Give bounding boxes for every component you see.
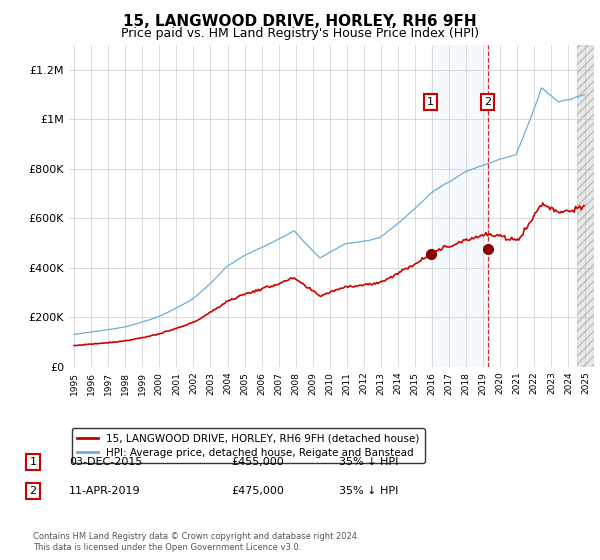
Text: 2: 2: [29, 486, 37, 496]
Text: 03-DEC-2015: 03-DEC-2015: [69, 457, 142, 467]
Text: 15, LANGWOOD DRIVE, HORLEY, RH6 9FH: 15, LANGWOOD DRIVE, HORLEY, RH6 9FH: [123, 14, 477, 29]
Text: 11-APR-2019: 11-APR-2019: [69, 486, 140, 496]
Text: 35% ↓ HPI: 35% ↓ HPI: [339, 486, 398, 496]
Text: 35% ↓ HPI: 35% ↓ HPI: [339, 457, 398, 467]
Text: £455,000: £455,000: [231, 457, 284, 467]
Text: 1: 1: [29, 457, 37, 467]
Text: 2: 2: [484, 97, 491, 107]
Bar: [577, 45, 594, 367]
Bar: [431, 45, 488, 367]
Text: Price paid vs. HM Land Registry's House Price Index (HPI): Price paid vs. HM Land Registry's House …: [121, 27, 479, 40]
Bar: [577, 45, 594, 367]
Text: £475,000: £475,000: [231, 486, 284, 496]
Legend: 15, LANGWOOD DRIVE, HORLEY, RH6 9FH (detached house), HPI: Average price, detach: 15, LANGWOOD DRIVE, HORLEY, RH6 9FH (det…: [71, 428, 425, 463]
Text: 1: 1: [427, 97, 434, 107]
Text: Contains HM Land Registry data © Crown copyright and database right 2024.
This d: Contains HM Land Registry data © Crown c…: [33, 532, 359, 552]
